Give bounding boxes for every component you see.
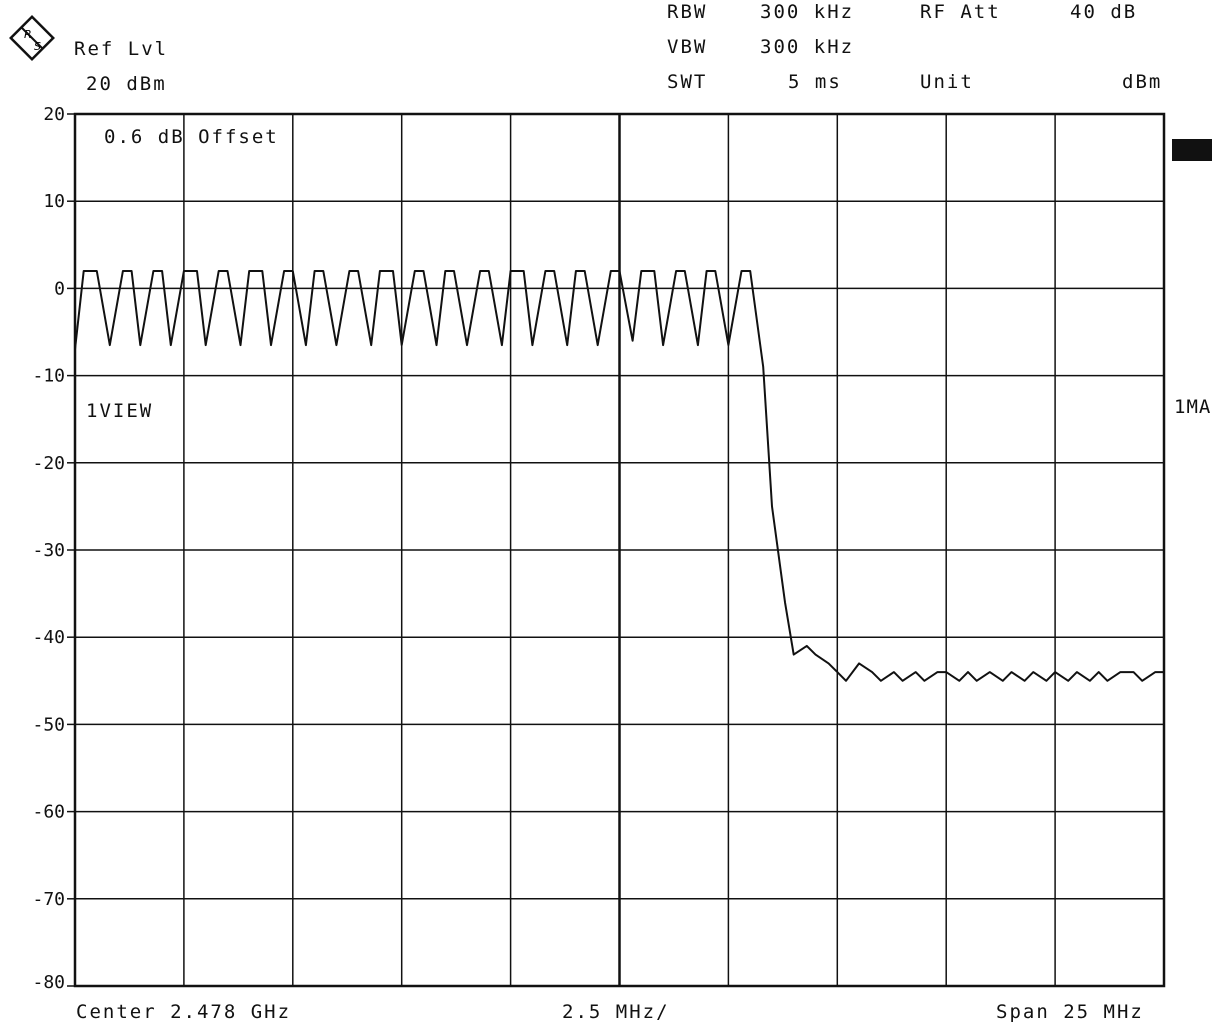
rbw-label: RBW [667, 1, 708, 23]
vbw-value: 300 kHz [760, 36, 855, 58]
unit-label: Unit [920, 71, 974, 93]
y-tick-label: -50 [32, 714, 65, 735]
spectrum-trace [74, 270, 1164, 682]
rf-att-value: 40 dB [1070, 1, 1138, 23]
y-tick-label: 10 [43, 191, 65, 212]
trace-detector-label: 1MA [1174, 396, 1212, 418]
plot-grid [67, 112, 1166, 988]
y-tick-labels: 20 10 0 -10 -20 -30 -40 -50 -60 -70 -80 [32, 104, 65, 993]
y-tick-label: -80 [32, 972, 65, 993]
y-tick-label: -20 [32, 453, 65, 474]
trace-group [74, 270, 1164, 682]
scale-per-division: 2.5 MHz/ [562, 1001, 670, 1023]
offset-annotation: 0.6 dB Offset [104, 126, 279, 148]
y-tick-label: -30 [32, 540, 65, 561]
y-tick-label: -60 [32, 802, 65, 823]
unit-value: dBm [1122, 71, 1163, 93]
rf-att-label: RF Att [920, 1, 1001, 23]
logo-letter-r: R [24, 28, 32, 41]
y-tick-label: -70 [32, 889, 65, 910]
y-tick-label: 0 [54, 278, 65, 299]
trace-mode-label: 1VIEW [86, 400, 154, 422]
ref-lvl-label: Ref Lvl [74, 38, 169, 60]
swt-value: 5 ms [788, 71, 842, 93]
center-frequency: Center 2.478 GHz [76, 1001, 292, 1023]
side-marker-block [1172, 139, 1212, 161]
rs-logo: R S [9, 15, 55, 61]
span-label: Span 25 MHz [996, 1001, 1144, 1023]
logo-letter-s: S [34, 40, 41, 53]
vbw-label: VBW [667, 36, 708, 58]
rbw-value: 300 kHz [760, 1, 855, 23]
y-tick-label: 20 [43, 104, 65, 125]
ref-lvl-value: 20 dBm [86, 73, 167, 95]
y-tick-label: -40 [32, 627, 65, 648]
y-tick-label: -10 [32, 366, 65, 387]
swt-label: SWT [667, 71, 708, 93]
